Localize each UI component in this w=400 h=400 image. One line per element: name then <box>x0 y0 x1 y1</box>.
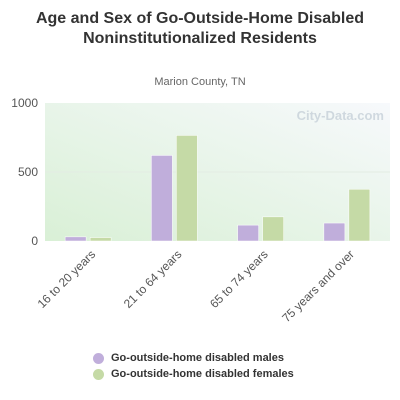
x-tick-label: 75 years and over <box>279 247 357 325</box>
bar-females <box>348 189 371 242</box>
bar-males <box>237 224 259 242</box>
legend-item-females: Go-outside-home disabled females <box>93 366 294 382</box>
bar-males <box>151 155 173 242</box>
bar-females <box>176 135 198 242</box>
legend-label-females: Go-outside-home disabled females <box>111 368 294 380</box>
y-tick-label: 1000 <box>11 96 38 110</box>
bar-males <box>64 236 87 242</box>
bar-females <box>89 237 112 242</box>
legend-label-males: Go-outside-home disabled males <box>111 352 284 364</box>
watermark: City-Data.com <box>297 108 384 123</box>
legend: Go-outside-home disabled males Go-outsid… <box>93 350 294 382</box>
x-tick-label: 16 to 20 years <box>35 247 99 311</box>
y-tick-label: 0 <box>31 234 38 248</box>
bar-males <box>323 222 346 242</box>
legend-item-males: Go-outside-home disabled males <box>93 350 294 366</box>
chart-title: Age and Sex of Go-Outside-Home Disabled … <box>35 10 365 47</box>
bar-females <box>262 216 284 242</box>
legend-swatch-males <box>93 352 104 364</box>
x-tick-label: 65 to 74 years <box>207 247 271 311</box>
legend-swatch-females <box>93 368 104 380</box>
chart-subtitle: Marion County, TN <box>154 76 246 88</box>
x-tick-label: 21 to 64 years <box>121 247 185 311</box>
y-tick-label: 500 <box>18 165 38 179</box>
